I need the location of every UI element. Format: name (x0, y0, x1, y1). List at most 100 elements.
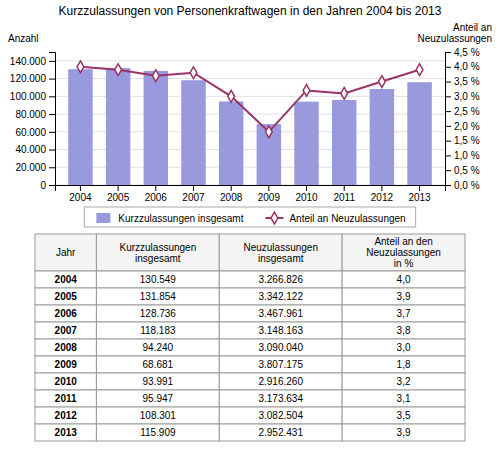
tick: 2008 (220, 185, 243, 203)
legend-label: Anteil an Neuzulassungen (289, 213, 405, 224)
table-cell-text: 3.342.122 (258, 291, 303, 302)
tick: 2010 (295, 185, 318, 203)
marker (228, 90, 235, 102)
legend-box (84, 207, 415, 227)
tick-mark (445, 67, 451, 68)
table-cell-text: 2007 (55, 325, 78, 336)
table-header: Jahr (56, 247, 76, 258)
table-cell (96, 373, 219, 390)
table-cell-text: 2012 (55, 410, 78, 421)
table-cell-text: 2004 (55, 274, 78, 285)
table-cell (342, 339, 465, 356)
table-cell (96, 322, 219, 339)
tick: 2011 (333, 185, 355, 203)
bar (106, 68, 130, 185)
marker (115, 64, 122, 76)
table-cell-text: 3.090.040 (258, 342, 303, 353)
tick: 2004 (69, 185, 92, 203)
table-cell-text: 2.952.431 (258, 427, 303, 438)
tick-label: 20.000 (15, 162, 46, 173)
bar (257, 124, 281, 185)
bar (68, 69, 92, 185)
tick: 40.000 (15, 144, 55, 155)
table-cell-text: 93.991 (143, 376, 174, 387)
table-cell (219, 373, 342, 390)
table-cell (96, 271, 219, 288)
tick: 2009 (258, 185, 281, 203)
y2-axis-title: Neuzulassungen (418, 33, 493, 44)
table-cell (35, 356, 96, 373)
tick: 3,0 % (445, 91, 480, 102)
tick-label: 3,5 % (454, 76, 480, 87)
table-cell (35, 271, 96, 288)
tick-label: 2004 (69, 192, 92, 203)
tick-mark (155, 185, 156, 191)
tick-mark (381, 185, 382, 191)
table-cell-text: 3,7 (397, 308, 411, 319)
tick-label: 0,5 % (454, 165, 480, 176)
tick: 4,0 % (445, 61, 480, 72)
table-cell-text: 108.301 (140, 410, 177, 421)
tick: 4,5 % (445, 47, 480, 58)
marker-series (77, 61, 423, 138)
table-cell (219, 305, 342, 322)
x-axis: 2004200520062007200820092010201120122013 (56, 185, 446, 203)
marker (341, 87, 348, 99)
table-cell-text: 3,9 (397, 427, 411, 438)
table-cell-text: 94.240 (143, 342, 174, 353)
marker (416, 64, 423, 76)
table-cell-text: 95.947 (143, 393, 174, 404)
bar (407, 82, 431, 185)
marker (77, 61, 84, 73)
tick-label: 2009 (258, 192, 281, 203)
tick-mark (49, 185, 55, 186)
tick: 120.000 (10, 73, 55, 84)
tick: 60.000 (15, 127, 55, 138)
table-cell-text: 3,9 (397, 291, 411, 302)
bar (294, 102, 318, 185)
table-cell (35, 339, 96, 356)
tick-label: 2008 (220, 192, 243, 203)
table-cell-text: 3,1 (397, 393, 411, 404)
tick-label: 120.000 (10, 73, 47, 84)
tick: 140.000 (10, 56, 55, 67)
tick-mark (445, 185, 451, 186)
y-axis-title: Anzahl (8, 33, 39, 44)
bar-series (68, 68, 432, 185)
chart: Kurzzulassungen von Personenkraftwagen i… (0, 0, 500, 450)
table-cell-text: 1,8 (397, 359, 411, 370)
table-cell-text: 3,0 (397, 342, 411, 353)
tick-mark (344, 185, 345, 191)
table-cell-text: 3.266.826 (258, 274, 303, 285)
tick-mark (306, 185, 307, 191)
tick-mark (80, 185, 81, 191)
tick-label: 2,0 % (454, 121, 480, 132)
tick-mark (49, 150, 55, 151)
table-cell-text: 2006 (55, 308, 78, 319)
table-header-cell (35, 234, 96, 271)
legend-item: Kurzzulassungen insgesamt (96, 213, 243, 224)
table-header-cell (96, 234, 219, 271)
table-cell (219, 356, 342, 373)
table-header: Kurzzulassungeninsgesamt (119, 242, 196, 264)
table-cell (35, 407, 96, 424)
marker (265, 126, 272, 138)
tick: 0,0 % (445, 180, 480, 191)
table-cell (342, 305, 465, 322)
tick-mark (49, 96, 55, 97)
tick-label: 1,5 % (454, 135, 480, 146)
tick-mark (49, 132, 55, 133)
tick-mark (445, 126, 451, 127)
legend: Kurzzulassungen insgesamt Anteil an Neuzu… (84, 207, 415, 227)
tick-mark (193, 185, 194, 191)
table-cell-text: 3.148.163 (258, 325, 303, 336)
table-cell-text: 118.183 (140, 325, 176, 336)
tick: 2,0 % (445, 121, 480, 132)
axis-line (56, 186, 446, 192)
table-cell (342, 407, 465, 424)
tick-mark (445, 111, 451, 112)
legend-item: Anteil an Neuzulassungen (265, 212, 405, 224)
tick-mark (49, 114, 55, 115)
table-cell-text: 4,0 (397, 274, 411, 285)
table-cell (219, 390, 342, 407)
